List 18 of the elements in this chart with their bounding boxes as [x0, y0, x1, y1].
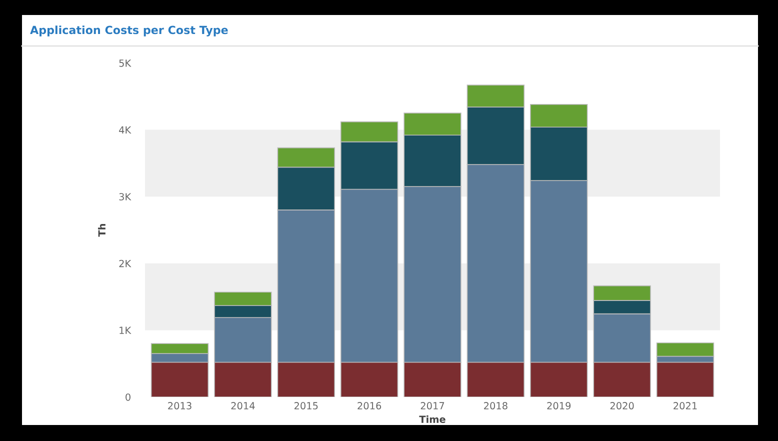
y-tick-label: 3K [119, 193, 132, 200]
y-tick-label: 1K [120, 326, 132, 334]
y-tick-label: 0 [126, 393, 130, 401]
x-tick-label: 2021 [674, 402, 697, 410]
x-tick-label: 2014 [231, 402, 255, 410]
x-tick-label: 2017 [420, 402, 444, 410]
chart-title: Application Costs per Cost Type [30, 26, 228, 36]
y-tick-label: 5K [119, 60, 132, 67]
x-tick-label: 2018 [484, 402, 508, 410]
y-tick-label: 4K [119, 126, 132, 134]
x-tick-label: 2020 [610, 402, 634, 410]
x-tick-label: 2015 [294, 402, 318, 410]
x-axis-title: Time [419, 415, 446, 423]
x-tick-label: 2013 [168, 402, 192, 410]
y-tick-label: 2K [119, 260, 132, 268]
x-tick-label: 2019 [547, 402, 571, 410]
x-tick-label: 2016 [358, 402, 382, 410]
y-axis-title: Th [98, 224, 106, 237]
